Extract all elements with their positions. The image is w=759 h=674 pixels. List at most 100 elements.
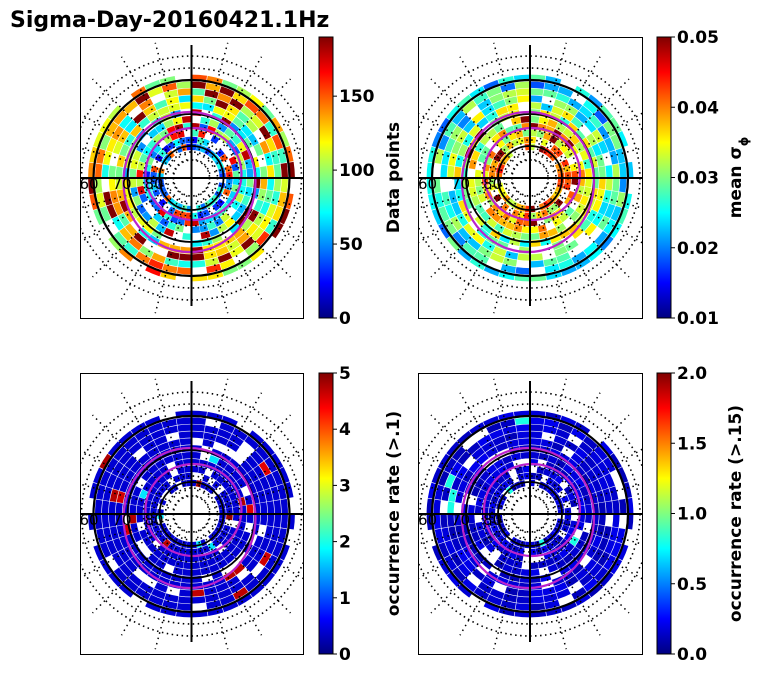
magenta-contours xyxy=(460,446,596,590)
heatmap-cell xyxy=(518,438,530,446)
heatmap-cell xyxy=(451,202,462,216)
heatmap-cell xyxy=(591,129,604,143)
heatmap-cell xyxy=(486,422,502,434)
heatmap-cell xyxy=(608,558,623,575)
heatmap-cell xyxy=(571,563,584,576)
heatmap-cell xyxy=(119,535,130,549)
heatmap-cell xyxy=(619,178,627,193)
heatmap-cell xyxy=(219,258,236,270)
heatmap-cell xyxy=(468,542,480,555)
dotted-spoke xyxy=(208,181,303,209)
heatmap-cell xyxy=(543,425,558,435)
heatmap-cell xyxy=(191,136,198,144)
heatmap-cell xyxy=(575,477,586,489)
heatmap-cell xyxy=(583,577,599,592)
dotted-spoke xyxy=(206,186,303,244)
heatmap-cell xyxy=(586,545,598,559)
heatmap-cell xyxy=(563,149,573,159)
heatmap-cell xyxy=(489,588,505,600)
heatmap-cell xyxy=(530,424,544,432)
heatmap-cell xyxy=(558,228,571,240)
dotted-spoke xyxy=(538,392,601,499)
heatmap-cell xyxy=(471,195,481,207)
heatmap-cell xyxy=(244,186,253,197)
dotted-spoke xyxy=(542,190,630,278)
heatmap-cell xyxy=(486,128,498,139)
dotted-spoke xyxy=(533,531,567,650)
heatmap-cell xyxy=(132,150,142,161)
heatmap-cell xyxy=(150,171,157,178)
heatmap-cell xyxy=(431,467,444,484)
heatmap-cell xyxy=(530,81,545,89)
heatmap-cell xyxy=(147,553,159,565)
colorbar-tick-label: 1 xyxy=(339,589,351,609)
heatmap-cell xyxy=(236,111,250,124)
heatmap-cell xyxy=(202,209,211,218)
heatmap-cell xyxy=(242,473,253,486)
heatmap-cell xyxy=(232,178,240,186)
heatmap-cell xyxy=(136,514,144,523)
heatmap-cell xyxy=(602,457,616,473)
heatmap-cell xyxy=(561,110,575,122)
heatmap-cell xyxy=(174,224,184,233)
heatmap-cell xyxy=(605,165,613,178)
heatmap-cell xyxy=(226,178,233,185)
heatmap-cell xyxy=(530,603,546,611)
heatmap-cell xyxy=(226,514,233,521)
heatmap-cell xyxy=(113,202,124,216)
heatmap-cell xyxy=(152,524,161,533)
heatmap-cell xyxy=(157,475,167,485)
heatmap-cell xyxy=(473,587,490,600)
heatmap-cell xyxy=(451,110,466,125)
heatmap-cell xyxy=(178,431,192,439)
heatmap-cell xyxy=(203,432,217,442)
heatmap-cell xyxy=(578,105,593,119)
heatmap-cell xyxy=(506,103,519,112)
heatmap-cell xyxy=(567,558,579,570)
heatmap-cell xyxy=(588,450,603,465)
heatmap-cell xyxy=(99,134,111,151)
heatmap-cell xyxy=(468,504,475,514)
colorbar: 0 50 100 150 Data points xyxy=(318,36,404,329)
heatmap-cell xyxy=(260,502,268,514)
heatmap-cell xyxy=(118,549,130,563)
heatmap-cell xyxy=(516,596,530,604)
heatmap-cell xyxy=(480,145,491,156)
heatmap-cell xyxy=(597,551,610,567)
heatmap-cell xyxy=(216,122,228,133)
heatmap-cell xyxy=(441,527,451,542)
dotted-spoke xyxy=(199,392,263,499)
heatmap-cell xyxy=(582,158,592,169)
heatmap-cell xyxy=(574,111,589,124)
heatmap-cell xyxy=(564,514,572,521)
radial-tick-label: 60 xyxy=(418,511,437,529)
heatmap-cell xyxy=(616,208,629,225)
heatmap-cell xyxy=(474,203,485,215)
heatmap-cell xyxy=(139,529,149,539)
colorbar: 0 1 2 3 4 5 occurrence rate (>.1) xyxy=(318,364,404,665)
heatmap-cell xyxy=(560,415,577,428)
heatmap-cell xyxy=(265,539,277,555)
dotted-spoke xyxy=(80,448,177,506)
heatmap-cell xyxy=(139,193,149,203)
heatmap-cell xyxy=(123,436,139,451)
heatmap-cell xyxy=(492,246,507,257)
heatmap-cell xyxy=(246,178,254,188)
heatmap-cell xyxy=(123,242,139,257)
heatmap-cell xyxy=(603,218,616,235)
heatmap-cell xyxy=(111,125,124,141)
heatmap-cell xyxy=(513,224,523,233)
heatmap-cell xyxy=(569,520,578,529)
heatmap-cell xyxy=(153,99,168,110)
heatmap-cell xyxy=(510,116,521,126)
heatmap-cell xyxy=(181,116,192,124)
heatmap-cell xyxy=(584,504,592,514)
heatmap-cell xyxy=(591,465,604,479)
heatmap-cell xyxy=(569,210,581,222)
heatmap-cell xyxy=(138,98,154,111)
heatmap-cell xyxy=(209,563,220,573)
heatmap-cell xyxy=(599,571,614,587)
heatmap-cell xyxy=(107,441,123,457)
heatmap-cell xyxy=(229,581,245,594)
heatmap-cell xyxy=(450,552,463,567)
